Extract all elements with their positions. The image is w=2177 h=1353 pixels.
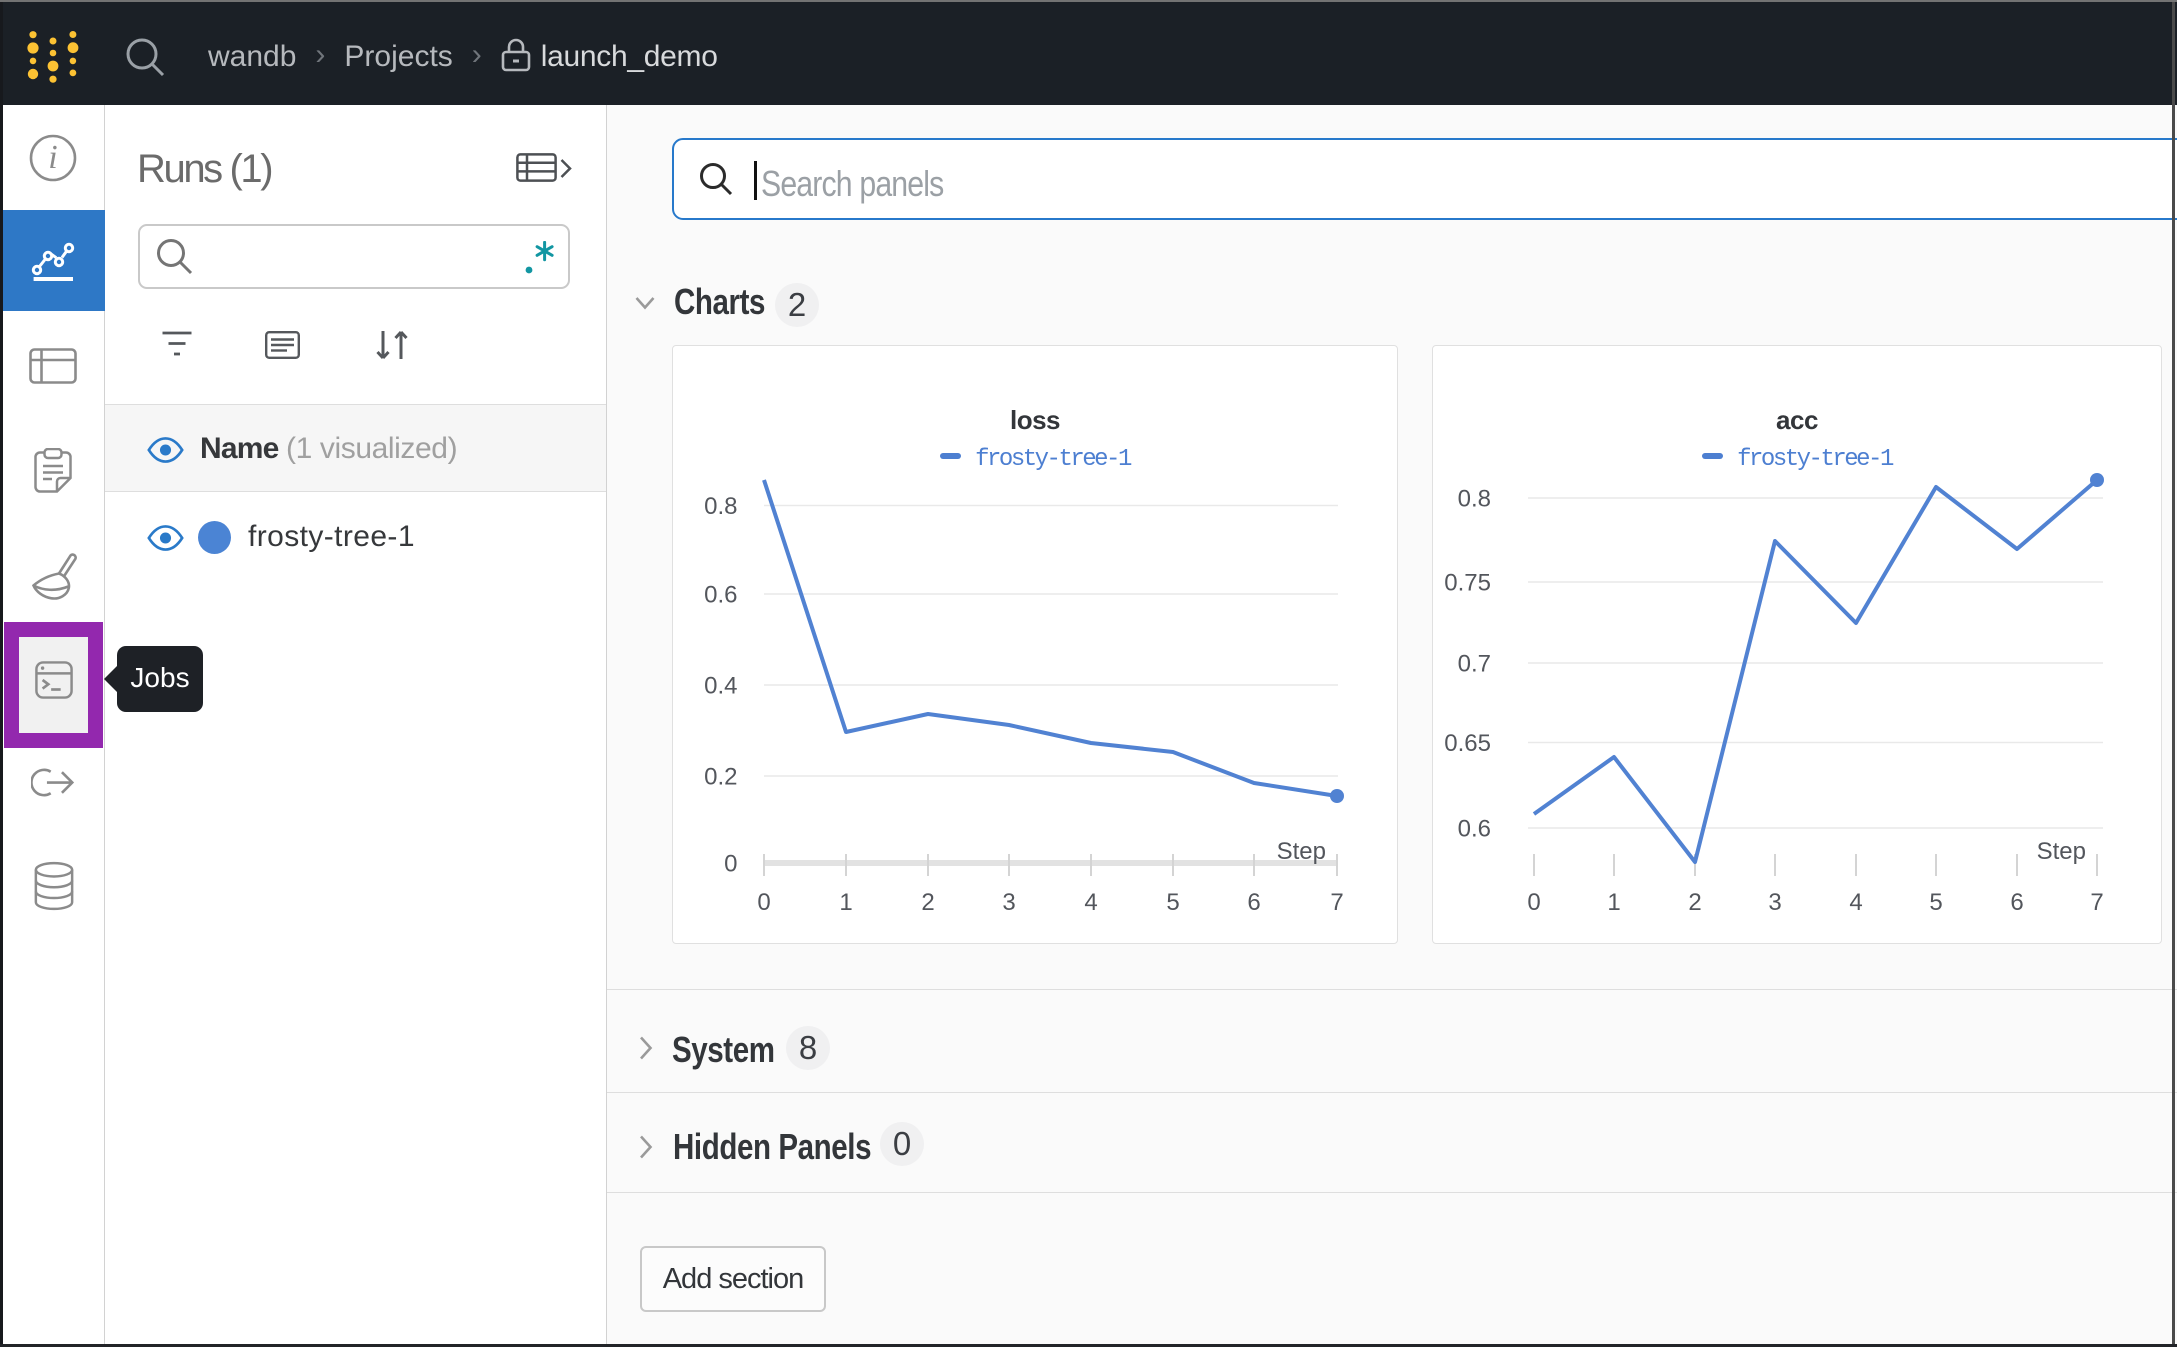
- svg-text:0.8: 0.8: [704, 493, 737, 520]
- svg-text:0.6: 0.6: [1458, 816, 1491, 843]
- svg-text:Step: Step: [1277, 838, 1326, 865]
- svg-text:3: 3: [1002, 889, 1015, 916]
- svg-text:i: i: [48, 139, 57, 176]
- svg-text:1: 1: [839, 889, 852, 916]
- svg-text:0.4: 0.4: [704, 673, 737, 700]
- svg-text:Step: Step: [2037, 838, 2086, 865]
- svg-text:0: 0: [724, 851, 737, 878]
- svg-text:0.7: 0.7: [1458, 651, 1491, 678]
- svg-text:1: 1: [1607, 889, 1620, 916]
- svg-text:2: 2: [1688, 889, 1701, 916]
- svg-text:2: 2: [921, 889, 934, 916]
- svg-text:7: 7: [2090, 889, 2103, 916]
- svg-text:5: 5: [1166, 889, 1179, 916]
- svg-text:0: 0: [1527, 889, 1540, 916]
- svg-text:0: 0: [757, 889, 770, 916]
- svg-text:0.75: 0.75: [1444, 570, 1491, 597]
- svg-text:6: 6: [1247, 889, 1260, 916]
- svg-text:5: 5: [1929, 889, 1942, 916]
- svg-text:7: 7: [1330, 889, 1343, 916]
- svg-text:0.65: 0.65: [1444, 730, 1491, 757]
- svg-text:0.2: 0.2: [704, 764, 737, 791]
- svg-text:3: 3: [1768, 889, 1781, 916]
- svg-text:4: 4: [1849, 889, 1862, 916]
- svg-text:0.6: 0.6: [704, 582, 737, 609]
- svg-text:0.8: 0.8: [1458, 486, 1491, 513]
- svg-text:4: 4: [1084, 889, 1097, 916]
- svg-text:6: 6: [2010, 889, 2023, 916]
